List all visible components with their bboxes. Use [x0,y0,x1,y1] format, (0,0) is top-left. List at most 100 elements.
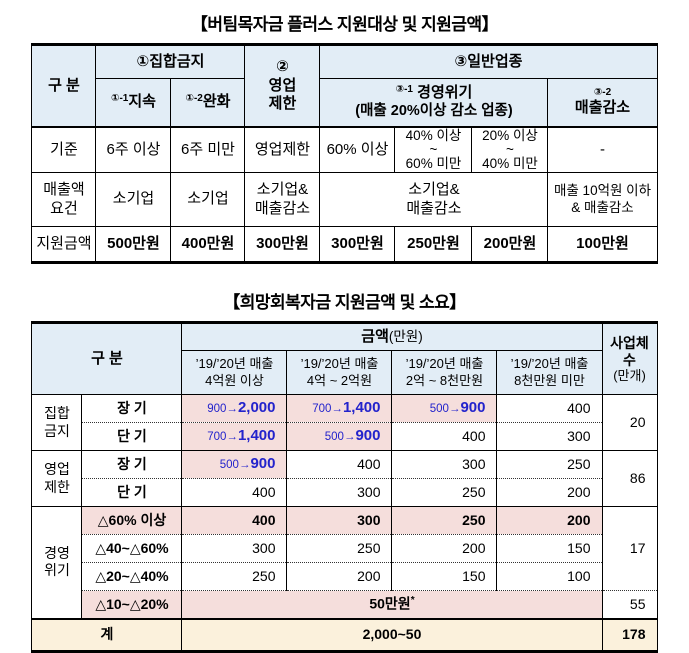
t2-amount-header: 금액(만원) [181,322,602,351]
total-amount-cell: 2,000~50 [181,617,602,652]
old-amount: 700→ [207,431,238,444]
sub-label-long-term: 장 기 [81,450,182,479]
butimmok-support-table: 구 분 ①집합금지 ② 영업 제한 ③일반업종 ①-1지속 ①-2완화 ③-1 … [31,43,658,264]
t1-group1-header: ①집합금지 [95,44,245,79]
jiphap-long-row: 집합 금지 장 기 900→2,000 700→1,400 500→900 40… [31,394,657,451]
amount-cell: 250 [496,450,602,479]
t2-gubun-header: 구 분 [31,322,182,395]
t2-header-row-1: 구 분 금액(만원) 사업체 수 (만개) [31,322,657,395]
huimang-recovery-table: 구 분 금액(만원) 사업체 수 (만개) ’19/’20년 매출 4억원 이상 … [31,321,658,653]
support-amount-cell: 200만원 [471,226,548,263]
yeongeop-short-row: 단 기 400 300 250 200 [32,478,657,507]
sub-label-crisis-20: △20~△40% [81,562,182,591]
business-count-cell: 86 [601,450,657,507]
sales-requirement-cell: 소기업& 매출감소 [244,172,320,227]
group-label-gyeongyeong: 경영 위기 [31,506,82,619]
t1-subheader-crisis-note: (매출 20%이상 감소 업종) [355,102,513,119]
crisis-40-row: △40~△60% 300 250 200 150 [32,534,657,563]
amount-cell: 300 [286,506,392,535]
new-amount: 1,400 [237,427,276,445]
amount-cell-increased: 500→900 [286,422,392,451]
sales-requirement-cell: 소기업& 매출감소 [319,172,548,227]
criteria-cell: 60% 이상 [319,125,395,173]
business-count-cell: 20 [601,394,657,451]
crisis-60-row: 경영 위기 △60% 이상 400 300 250 200 17 [31,506,657,619]
amount-cell: 400 [496,394,602,423]
t1-subheader-crisis-label: 경영위기 [417,84,473,102]
jiphap-short-row: 단 기 700→1,400 500→900 400 300 [32,422,657,451]
amount-cell: 300 [496,422,602,451]
criteria-cell: 20% 이상 ~ 40% 미만 [471,125,548,173]
business-count-unit: (만개) [613,367,646,383]
t2-sales-band-header: ’19/’20년 매출 8천만원 미만 [496,350,602,395]
t1-criteria-row: 기준 6주 이상 6주 미만 영업제한 60% 이상 40% 이상 ~ 60% … [31,125,658,173]
t1-subheader-crisis-title: ③-1 경영위기 [323,84,544,102]
t1-sales-requirement-row: 매출액 요건 소기업 소기업 소기업& 매출감소 소기업& 매출감소 매출 10… [31,172,658,227]
new-amount: 1,400 [342,399,381,417]
amount-cell: 250 [181,562,287,591]
merged-amount-cell: 50만원* [181,590,602,619]
amount-cell: 100 [496,562,602,591]
total-row: 계 2,000~50 178 [31,617,657,652]
t1-subheader-sales-decline-label: 매출감소 [574,98,631,116]
circled-number-1-2: ①-2 [185,93,203,105]
t1-support-amount-row: 지원금액 500만원 400만원 300만원 300만원 250만원 200만원… [31,226,658,263]
total-business-count-cell: 178 [601,617,657,652]
support-amount-cell: 500만원 [95,226,171,263]
t1-gubun-header: 구 분 [31,44,96,127]
amount-cell: 300 [391,450,497,479]
sub-label-crisis-40: △40~△60% [81,534,182,563]
table2-title: 【희망회복자금 지원금액 및 소요】 [223,293,466,312]
sales-requirement-row-label: 매출액 요건 [31,172,96,227]
new-amount: 900 [355,427,381,445]
t1-group3-header: ③일반업종 [319,44,658,79]
circled-number-1-1: ①-1 [111,93,129,105]
t1-header-row-1: 구 분 ①집합금지 ② 영업 제한 ③일반업종 [31,44,658,127]
business-count-label: 사업체 수 [610,335,649,368]
amount-cell: 400 [181,506,287,535]
amount-cell: 400 [286,450,392,479]
criteria-cell: 영업제한 [244,125,320,173]
old-amount: 700→ [312,403,343,416]
amount-cell: 250 [391,478,497,507]
amount-cell: 200 [286,562,392,591]
t2-header-row-2: ’19/’20년 매출 4억원 이상 ’19/’20년 매출 4억 ~ 2억원 … [32,350,657,395]
sub-label-short-term: 단 기 [81,478,182,507]
circled-number-3-2: ③-2 [593,86,612,98]
support-amount-cell: 400만원 [170,226,245,263]
amount-cell: 150 [496,534,602,563]
circled-number-3-1: ③-1 [395,84,413,96]
business-count-cell: 17 [601,506,657,591]
business-count-cell: 55 [601,590,657,619]
group-label-yeongeop: 영업 제한 [31,450,82,507]
group-label-jiphap: 집합 금지 [31,394,82,451]
sales-requirement-cell: 소기업 [170,172,245,227]
total-row-label: 계 [31,617,182,652]
table1-title: 【버팀목자금 플러스 지원대상 및 지원금액】 [190,15,499,34]
sales-requirement-cell: 매출 10억원 이하 & 매출감소 [547,172,658,227]
yeongeop-long-row: 영업 제한 장 기 500→900 400 300 250 86 [31,450,657,507]
amount-cell: 250 [391,506,497,535]
criteria-cell: 40% 이상 ~ 60% 미만 [394,125,472,173]
amount-cell: 400 [181,478,287,507]
amount-cell: 400 [391,422,497,451]
old-amount: 500→ [429,403,461,416]
criteria-row-label: 기준 [31,125,96,173]
criteria-cell: - [547,125,658,173]
amount-cell: 200 [496,506,602,535]
amount-cell: 300 [286,478,392,507]
sub-label-crisis-10: △10~△20% [81,590,182,619]
new-amount: 2,000 [237,399,276,417]
old-amount: 500→ [324,431,356,444]
new-amount: 900 [460,399,486,417]
old-amount: 500→ [219,459,251,472]
t1-subheader-jisok-label: 지속 [128,93,156,111]
amount-cell: 250 [286,534,392,563]
amount-cell: 150 [391,562,497,591]
asterisk-footnote-mark: * [410,595,415,607]
amount-cell: 300 [181,534,287,563]
amount-cell-increased: 500→900 [181,450,287,479]
t1-subheader-wanhwa: ①-2완화 [170,78,245,127]
amount-cell-increased: 700→1,400 [181,422,287,451]
